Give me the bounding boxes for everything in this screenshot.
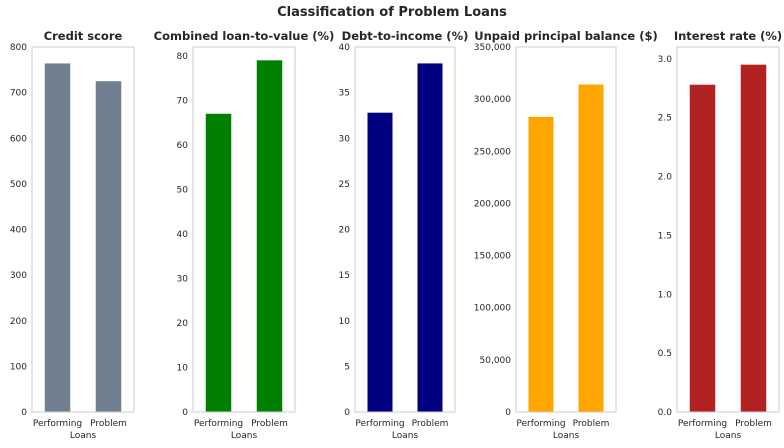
y-tick-label: 1.5 (658, 231, 672, 241)
y-tick-label: 300,000 (474, 95, 511, 105)
y-tick-label: 1.0 (658, 290, 673, 300)
y-tick-label: 300 (10, 271, 27, 281)
x-tick-label: Problem (573, 419, 610, 429)
y-tick-label: 3.0 (658, 55, 673, 65)
panel-title: Credit score (44, 29, 123, 43)
y-tick-label: 100,000 (474, 304, 511, 314)
x-tick-label: Performing (678, 419, 727, 429)
x-tick-label: Performing (33, 419, 82, 429)
panel-1: Performing Problem 0 100 200 300 400 500 600 700 8… (10, 29, 135, 441)
y-tick-label: 250,000 (474, 147, 511, 157)
x-tick-label: Performing (355, 419, 404, 429)
y-tick-label: 15 (339, 271, 350, 281)
bar-problem (417, 63, 443, 413)
y-tick-label: 35 (339, 89, 350, 99)
y-tick-label: 50 (177, 185, 189, 195)
y-tick-label: 80 (177, 52, 189, 62)
panel-4: Performing Problem 0 50,000 100,000 150,000 20… (474, 29, 658, 441)
x-tick-label: Problem (735, 419, 772, 429)
y-tick-label: 30 (177, 274, 189, 284)
y-tick-label: 40 (177, 230, 189, 240)
y-tick-label: 200,000 (474, 199, 511, 209)
panel-5: Performing Problem 0.0 0.5 1.0 1.5 2.0 2.5 3.0 In… (658, 29, 783, 441)
axes-frame (31, 46, 135, 413)
y-tick-label: 500 (10, 180, 27, 190)
y-tick-label: 600 (10, 134, 27, 144)
bar-performing (205, 113, 232, 413)
panel-2: Performing Problem 0 10 20 30 40 50 60 70 80 Combin… (154, 29, 335, 441)
y-tick-label: 20 (177, 319, 189, 329)
axes-frame (676, 46, 780, 413)
axes-frame (515, 46, 617, 413)
x-tick-label: Performing (516, 419, 565, 429)
x-axis-label: Loans (392, 431, 419, 441)
y-tick-label: 150,000 (474, 252, 511, 262)
x-tick-label: Problem (251, 419, 288, 429)
y-tick-label: 0 (21, 408, 27, 418)
x-tick-label: Problem (412, 419, 449, 429)
y-tick-label: 25 (339, 180, 350, 190)
y-tick-label: 10 (177, 363, 189, 373)
axes-frame (354, 46, 456, 413)
y-tick-label: 2.0 (658, 173, 673, 183)
y-tick-label: 800 (10, 43, 27, 53)
bar-performing (689, 84, 716, 413)
bar-problem (95, 81, 122, 412)
x-axis-label: Loans (715, 431, 742, 441)
y-tick-label: 70 (177, 96, 189, 106)
bar-problem (256, 60, 283, 412)
bar-performing (44, 63, 71, 413)
chart-title: Classification of Problem Loans (277, 5, 507, 20)
y-tick-label: 0 (182, 408, 188, 418)
y-tick-label: 40 (339, 43, 351, 53)
y-tick-label: 700 (10, 89, 27, 99)
y-tick-label: 350,000 (474, 43, 511, 53)
y-tick-label: 20 (339, 226, 351, 236)
y-tick-label: 400 (10, 226, 27, 236)
y-tick-label: 100 (10, 362, 27, 372)
bar-performing (528, 116, 554, 413)
panel-3: Performing Problem 0 5 10 15 20 25 30 35 40Debt-to… (339, 29, 469, 441)
y-tick-label: 2.5 (658, 114, 672, 124)
axes-frame (192, 46, 296, 413)
y-tick-label: 200 (10, 317, 27, 327)
panel-title: Combined loan-to-value (%) (154, 29, 335, 43)
y-tick-label: 0 (344, 408, 350, 418)
panel-title: Interest rate (%) (674, 29, 782, 43)
y-tick-label: 10 (339, 317, 351, 327)
panel-title: Debt-to-income (%) (342, 29, 469, 43)
y-tick-label: 30 (339, 134, 351, 144)
x-tick-label: Problem (90, 419, 127, 429)
panel-title: Unpaid principal balance ($) (474, 29, 657, 43)
x-axis-label: Loans (70, 431, 97, 441)
bar-performing (367, 112, 393, 412)
y-tick-label: 0 (505, 408, 511, 418)
y-tick-label: 0.5 (658, 349, 672, 359)
y-tick-label: 50,000 (480, 356, 512, 366)
bar-problem (578, 84, 604, 412)
bar-problem (740, 64, 767, 412)
y-tick-label: 5 (344, 362, 350, 372)
x-axis-label: Loans (553, 431, 580, 441)
x-axis-label: Loans (231, 431, 258, 441)
y-tick-label: 0.0 (658, 408, 673, 418)
x-tick-label: Performing (194, 419, 243, 429)
y-tick-label: 60 (177, 141, 189, 151)
